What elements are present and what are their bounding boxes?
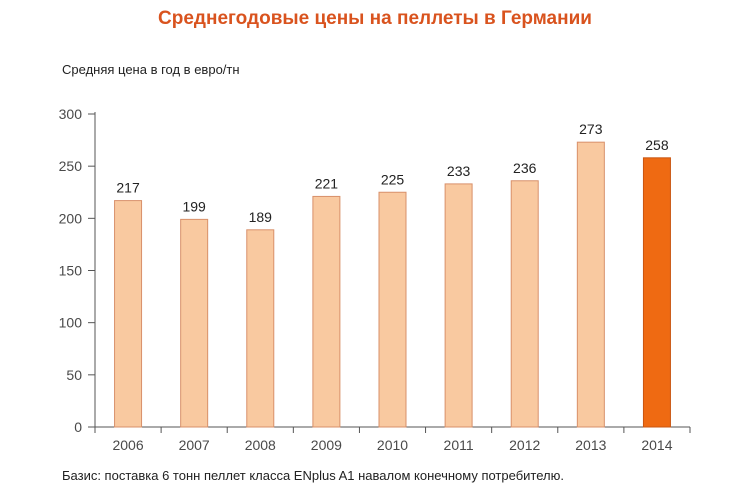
value-label-2013: 273 [579,121,603,137]
chart-title: Среднегодовые цены на пеллеты в Германии [158,8,592,29]
x-tick-label-2009: 2009 [311,437,342,453]
y-tick-label: 250 [59,158,83,174]
value-label-2012: 236 [513,160,537,176]
bar-2009 [312,195,341,428]
bar-2010 [378,191,407,428]
x-tick-label-2013: 2013 [575,437,606,453]
y-tick-label: 200 [59,210,83,226]
x-tick-label-2008: 2008 [245,437,276,453]
bar-2013 [576,141,605,428]
y-tick-label: 150 [59,263,83,279]
x-tick-label-2012: 2012 [509,437,540,453]
x-tick-label-2014: 2014 [641,437,672,453]
value-label-2009: 221 [315,175,339,191]
x-tick-label-2007: 2007 [179,437,210,453]
value-label-2010: 225 [381,171,405,187]
bar-2011 [444,183,473,428]
y-tick-label: 100 [59,315,83,331]
x-tick-label-2010: 2010 [377,437,408,453]
y-tick-label: 50 [66,367,82,383]
x-tick-label-2011: 2011 [444,437,474,453]
value-label-2008: 189 [249,209,273,225]
value-label-2011: 233 [447,163,471,179]
bar-2012 [510,180,539,428]
y-tick-label: 300 [59,106,83,122]
bar-2014 [642,157,671,428]
value-label-2006: 217 [116,180,140,196]
bar-2006 [114,200,143,428]
y-axis-label: Средняя цена в год в евро/тн [62,62,240,77]
x-tick-label-2006: 2006 [112,437,143,453]
y-tick-label: 0 [74,419,82,435]
value-label-2014: 258 [645,137,669,153]
value-label-2007: 199 [182,198,206,214]
footnote: Базис: поставка 6 тонн пеллет класса ENp… [62,468,564,483]
bar-2007 [180,218,209,428]
bar-2008 [246,229,275,428]
